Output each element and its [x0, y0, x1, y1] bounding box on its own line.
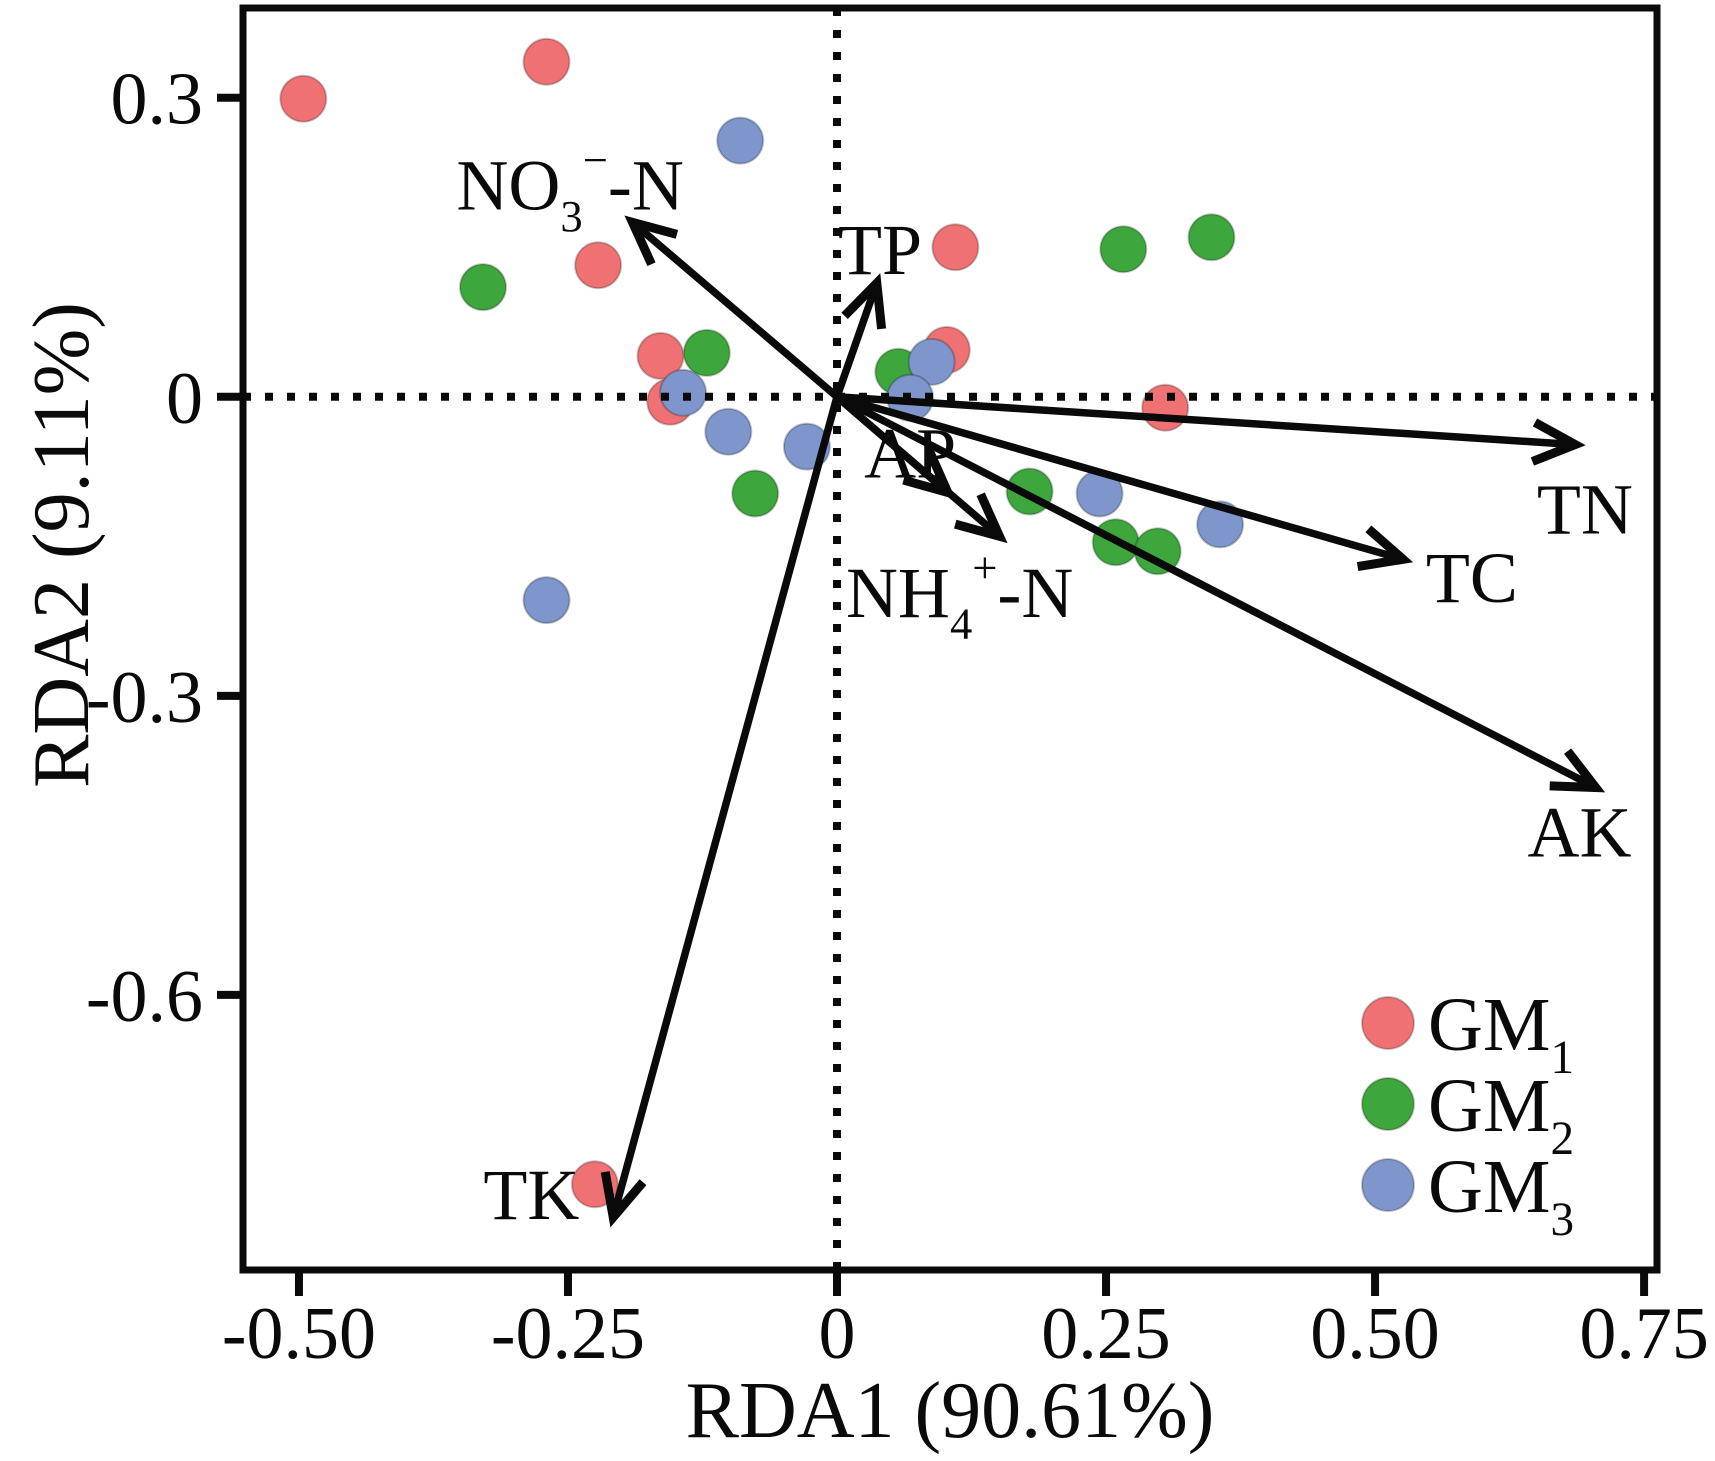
arrow-shaft-NH4-N — [834, 393, 1002, 540]
data-point-GM1 — [574, 241, 623, 290]
y-axis-title: RDA2 (9.11%) — [18, 302, 106, 788]
arrowhead-AK — [1549, 748, 1606, 793]
x-axis-tick-label: 0.75 — [1579, 1293, 1709, 1375]
data-point-GM2 — [682, 328, 731, 377]
arrowhead-TK — [600, 1171, 647, 1228]
y-axis-tick-label: -0.3 — [86, 657, 203, 739]
data-point-GM2 — [731, 469, 780, 518]
legend-swatch-GM2 — [1361, 1077, 1415, 1131]
arrow-shaft-AK — [835, 393, 1598, 791]
arrow-label-TK: TK — [483, 1155, 579, 1235]
data-point-GM1 — [279, 74, 328, 123]
data-point-GM1 — [1141, 383, 1190, 432]
arrowhead-TP — [841, 273, 887, 330]
data-point-GM2 — [1187, 213, 1236, 262]
data-point-GM1 — [636, 331, 685, 380]
arrowhead-TN — [1530, 418, 1586, 466]
arrowhead-NO3-N — [624, 215, 679, 267]
arrow-shaft-TP — [833, 281, 881, 399]
data-point-GM3 — [704, 407, 753, 456]
arrow-label-TC: TC — [1426, 538, 1518, 618]
arrow-label-TN: TN — [1537, 469, 1633, 549]
x-axis-title: RDA1 (90.61%) — [686, 1367, 1215, 1455]
data-point-GM1 — [522, 37, 571, 86]
plot-frame — [239, 4, 1661, 1274]
x-axis-tick-label: -0.25 — [491, 1293, 645, 1375]
arrowhead-NH4-N — [954, 492, 1008, 544]
data-point-GM2 — [1099, 225, 1148, 274]
arrow-shaft-TK — [609, 395, 841, 1219]
legend-label-GM2: GM2 — [1428, 1064, 1574, 1165]
legend-swatch-GM3 — [1361, 1158, 1415, 1212]
arrow-shaft-TN — [836, 393, 1576, 449]
data-point-GM3 — [716, 116, 765, 165]
data-point-GM3 — [522, 576, 571, 625]
y-axis-tick-label: 0 — [166, 358, 203, 440]
arrow-label-NH4-N: NH4+-N — [846, 543, 1073, 649]
arrow-label-TP: TP — [838, 210, 922, 290]
y-axis-tick-label: 0.3 — [111, 59, 204, 141]
x-axis-tick-label: 0 — [819, 1293, 856, 1375]
arrow-label-AK: AK — [1528, 792, 1632, 872]
x-axis-tick-label: -0.50 — [222, 1293, 376, 1375]
data-point-GM1 — [931, 223, 980, 272]
arrow-label-NO3-N: NO3−-N — [456, 135, 683, 241]
legend-label-GM1: GM1 — [1428, 983, 1574, 1084]
x-axis-tick-label: 0.25 — [1041, 1293, 1171, 1375]
arrow-shaft-NO3-N — [630, 219, 840, 400]
arrowhead-TC — [1356, 525, 1414, 572]
x-axis-tick-label: 0.50 — [1310, 1293, 1440, 1375]
data-point-GM3 — [907, 337, 956, 386]
arrow-shaft-TC — [835, 393, 1405, 563]
legend-label-GM3: GM3 — [1428, 1145, 1574, 1246]
legend-swatch-GM1 — [1361, 996, 1415, 1050]
y-axis-tick-label: -0.6 — [86, 956, 203, 1038]
data-point-GM2 — [459, 263, 507, 312]
